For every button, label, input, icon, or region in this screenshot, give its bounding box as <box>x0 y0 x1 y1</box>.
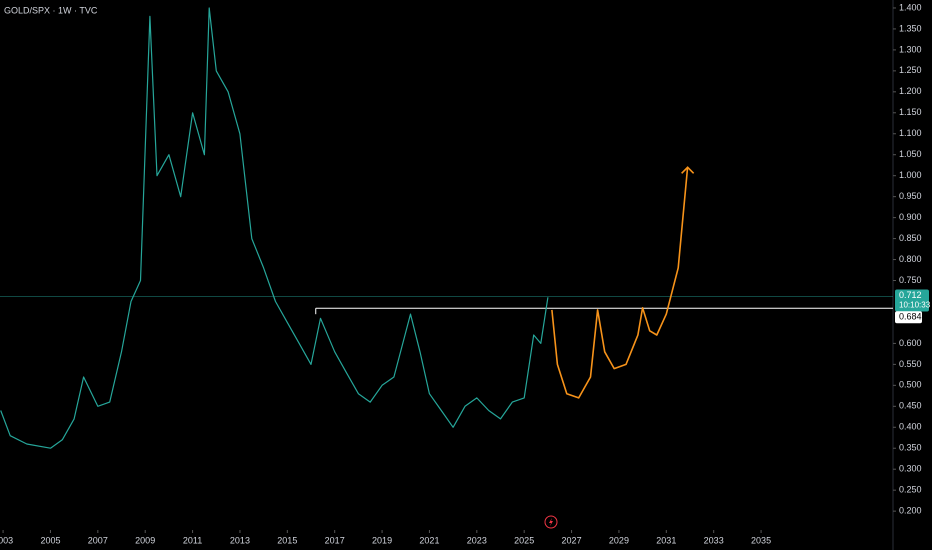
y-tick-label: 0.750 <box>899 275 922 285</box>
resistance-badge <box>895 311 922 324</box>
lightning-icon <box>544 515 558 529</box>
y-tick-label: 0.600 <box>899 338 922 348</box>
x-tick-label: 2021 <box>419 535 439 545</box>
x-tick-label: 2003 <box>0 535 13 545</box>
x-tick-label: 2007 <box>88 535 108 545</box>
x-tick-label: 2009 <box>135 535 155 545</box>
x-tick-label: 2013 <box>230 535 250 545</box>
x-tick-label: 2027 <box>562 535 582 545</box>
countdown-label: 10:10:33 <box>899 301 931 310</box>
y-tick-label: 1.100 <box>899 128 922 138</box>
last-price-badge <box>895 289 929 312</box>
y-tick-label: 0.400 <box>899 422 922 432</box>
y-tick-label: 1.050 <box>899 149 922 159</box>
x-tick-label: 2019 <box>372 535 392 545</box>
x-tick-label: 2035 <box>751 535 771 545</box>
y-tick-label: 1.150 <box>899 107 922 117</box>
y-tick-label: 1.350 <box>899 23 922 33</box>
chart-title: GOLD/SPX · 1W · TVC <box>4 5 98 15</box>
x-tick-label: 2029 <box>609 535 629 545</box>
y-tick-label: 1.200 <box>899 86 922 96</box>
y-tick-label: 0.900 <box>899 212 922 222</box>
y-tick-label: 0.850 <box>899 233 922 243</box>
y-tick-label: 1.000 <box>899 170 922 180</box>
x-tick-label: 2033 <box>704 535 724 545</box>
x-tick-label: 2023 <box>467 535 487 545</box>
y-tick-label: 0.450 <box>899 401 922 411</box>
x-tick-label: 2031 <box>656 535 676 545</box>
last-price-label: 0.712 <box>899 290 922 300</box>
x-tick-label: 2025 <box>514 535 534 545</box>
y-tick-label: 0.950 <box>899 191 922 201</box>
price-line <box>0 7 549 449</box>
y-tick-label: 0.300 <box>899 464 922 474</box>
x-tick-label: 2017 <box>325 535 345 545</box>
x-tick-label: 2005 <box>40 535 60 545</box>
y-tick-label: 1.400 <box>899 2 922 12</box>
y-tick-label: 1.250 <box>899 65 922 75</box>
x-tick-label: 2011 <box>183 535 202 545</box>
y-tick-label: 0.800 <box>899 254 922 264</box>
y-tick-label: 0.500 <box>899 380 922 390</box>
y-tick-label: 0.250 <box>899 485 922 495</box>
projection-line <box>551 167 689 399</box>
x-tick-label: 2015 <box>277 535 297 545</box>
y-tick-label: 0.200 <box>899 506 922 516</box>
resistance-label: 0.684 <box>899 312 922 322</box>
y-tick-label: 0.550 <box>899 359 922 369</box>
y-tick-label: 1.300 <box>899 44 922 54</box>
projection-arrowhead <box>681 166 695 174</box>
y-tick-label: 0.350 <box>899 443 922 453</box>
